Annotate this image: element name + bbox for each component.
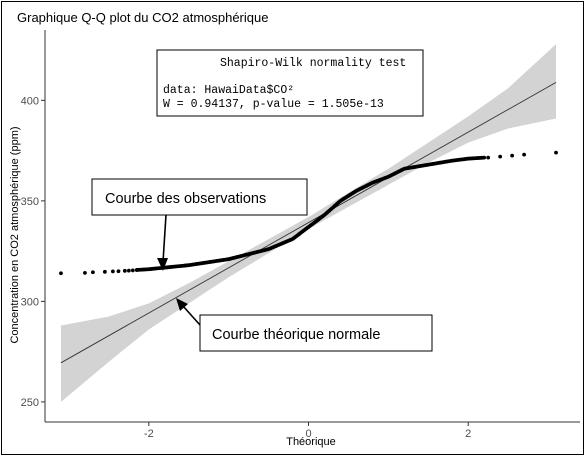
observation-curve — [134, 155, 487, 272]
observation-point — [554, 150, 558, 155]
observation-point — [134, 268, 139, 272]
stats-box-heading: Shapiro-Wilk normality test — [220, 57, 406, 70]
theoretical-arrow-shaft — [182, 305, 201, 326]
x-axis-title: Théorique — [286, 436, 336, 448]
y-tick-label: 250 — [21, 397, 39, 409]
observations-callout: Courbe des observations — [91, 178, 308, 271]
x-tick-label: 0 — [305, 428, 311, 440]
stats-box: Shapiro-Wilk normality test data: HawaiD… — [156, 49, 424, 117]
isolated-points — [59, 150, 558, 276]
observation-point — [122, 268, 127, 273]
observation-point — [59, 271, 63, 276]
observation-point — [126, 268, 131, 273]
chart-title: Graphique Q-Q plot du CO2 atmosphérique — [17, 10, 268, 25]
y-tick-label: 300 — [21, 296, 39, 308]
observations-callout-label: Courbe des observations — [105, 191, 266, 207]
observation-point — [83, 270, 87, 275]
x-tick-label: -2 — [144, 428, 154, 440]
observation-point — [522, 152, 526, 157]
y-tick-label: 350 — [21, 196, 39, 208]
y-tick-label: 400 — [21, 95, 39, 107]
observation-point — [498, 154, 503, 159]
observation-point — [486, 155, 491, 160]
observation-point — [510, 153, 515, 158]
observation-point — [116, 269, 121, 274]
reference-line — [60, 81, 557, 364]
x-ticks: -2 0 2 — [144, 422, 471, 440]
observations-callout-box — [91, 178, 308, 216]
y-axis-title: Concentration en CO2 atmosphérique (ppm) — [9, 126, 21, 343]
axes: -2 0 2 250 300 350 400 — [21, 30, 580, 440]
plot-area — [59, 44, 558, 402]
y-ticks: 250 300 350 400 — [21, 95, 45, 409]
observation-point — [110, 269, 115, 274]
observation-point — [91, 270, 95, 275]
theoretical-arrow-head — [176, 298, 188, 311]
stats-box-frame — [156, 49, 424, 117]
x-tick-label: 2 — [465, 428, 471, 440]
observation-point — [102, 269, 107, 274]
observations-arrow-shaft — [162, 214, 167, 263]
observation-point — [482, 155, 487, 160]
theoretical-callout-box — [199, 314, 433, 352]
stats-box-data-line: data: HawaiData$CO² — [163, 84, 294, 97]
theoretical-callout-label: Courbe théorique normale — [212, 327, 380, 343]
stats-box-result-line: W = 0.94137, p-value = 1.505e-13 — [163, 98, 384, 111]
observations-arrow-head — [157, 258, 168, 271]
theoretical-callout: Courbe théorique normale — [176, 298, 433, 352]
observation-point — [130, 268, 135, 273]
